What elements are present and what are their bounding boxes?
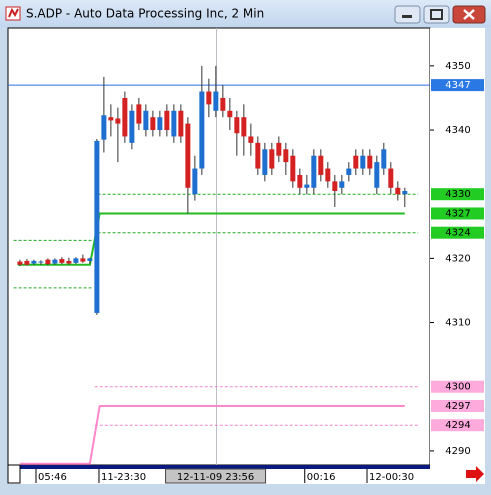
price-box	[431, 226, 484, 239]
candle-body	[17, 261, 23, 265]
price-box-label: 4347	[445, 80, 470, 91]
window-title: S.ADP - Auto Data Processing Inc, 2 Min	[26, 7, 264, 21]
candle-body	[220, 97, 226, 111]
x-tick-label: 00:16	[307, 472, 336, 483]
y-tick-label: 4350	[445, 61, 470, 72]
minimize-button[interactable]	[394, 5, 421, 24]
candle-body	[59, 259, 65, 263]
candle-body	[73, 258, 79, 263]
candle-body	[178, 110, 184, 137]
candle-body	[339, 181, 345, 188]
candle-body	[87, 258, 93, 261]
candle-body	[129, 110, 135, 143]
price-box-label: 4327	[445, 208, 470, 219]
y-tick-label: 4340	[445, 125, 470, 136]
candle-body	[213, 91, 219, 111]
candle-body	[185, 123, 191, 188]
candle-body	[395, 187, 401, 195]
candle-body	[150, 117, 156, 131]
price-box-label: 4294	[445, 420, 470, 431]
price-box	[431, 380, 484, 393]
candle-body	[262, 149, 268, 175]
candle-body	[136, 104, 142, 124]
candle-body	[374, 162, 380, 188]
candle-body	[31, 260, 37, 264]
candle-body	[157, 117, 163, 131]
price-box-label: 4324	[445, 228, 470, 239]
y-tick-label: 4290	[445, 446, 470, 457]
candle-body	[108, 117, 114, 121]
candle-body	[360, 155, 366, 169]
candle-body	[94, 140, 100, 313]
x-tick-label: 11-23:30	[101, 472, 146, 483]
candle-body	[290, 155, 296, 182]
candle-body	[332, 181, 338, 191]
candle-body	[122, 97, 128, 137]
price-box-label: 4330	[445, 189, 470, 200]
minimize-glyph	[402, 15, 412, 18]
candle-body	[192, 168, 198, 195]
candle-body	[276, 142, 282, 156]
price-axis	[430, 28, 485, 465]
candle-body	[52, 259, 58, 264]
close-glyph	[463, 9, 475, 20]
candle-body	[234, 117, 240, 134]
scroll-bar[interactable]	[20, 465, 430, 469]
price-box-label: 4300	[445, 382, 470, 393]
candle-body	[381, 149, 387, 169]
candle-body	[171, 110, 177, 137]
price-box	[431, 188, 484, 201]
candle-body	[24, 260, 30, 265]
maximize-glyph	[430, 9, 443, 20]
candle-body	[255, 142, 261, 169]
plot-area	[7, 27, 431, 466]
candle-body	[199, 91, 205, 169]
candle-body	[143, 110, 149, 131]
scroll-arrow[interactable]	[466, 466, 484, 482]
candle-body	[115, 118, 121, 124]
candle-body	[164, 110, 170, 131]
candle-body	[388, 168, 394, 188]
candle-body	[101, 115, 107, 140]
candle-body	[269, 149, 275, 169]
maximize-button[interactable]	[423, 5, 450, 24]
candle-body	[227, 110, 233, 118]
price-box	[431, 207, 484, 220]
cursor-label: 12-11-09 23:56	[177, 472, 254, 483]
x-tick-label: 05:46	[38, 472, 67, 483]
candle-body	[283, 149, 289, 163]
candle-body	[45, 259, 51, 265]
price-box-label: 4297	[445, 401, 470, 412]
candle-body	[66, 260, 72, 264]
candle-body	[318, 155, 324, 175]
candle-body	[304, 184, 310, 188]
candle-body	[241, 117, 247, 137]
cursor-label-box	[165, 468, 267, 484]
candle-body	[311, 155, 317, 188]
candle-body	[402, 190, 408, 195]
step-line	[19, 404, 405, 465]
y-tick-label: 4320	[445, 253, 470, 264]
x-tick-label: 12-00:30	[369, 472, 414, 483]
candle-body	[80, 258, 86, 262]
y-tick-label: 4310	[445, 318, 470, 329]
candle-body	[353, 155, 359, 169]
icon-glyph	[8, 7, 19, 18]
candle-body	[367, 155, 373, 169]
candle-body	[346, 168, 352, 175]
price-box	[431, 399, 484, 412]
candle-body	[325, 168, 331, 182]
scroll-box[interactable]	[7, 464, 21, 484]
candle-body	[206, 91, 212, 105]
candle-body	[38, 261, 44, 263]
candle-body	[297, 174, 303, 188]
price-box	[431, 419, 484, 432]
price-box	[431, 79, 484, 92]
candle-body	[248, 136, 254, 143]
